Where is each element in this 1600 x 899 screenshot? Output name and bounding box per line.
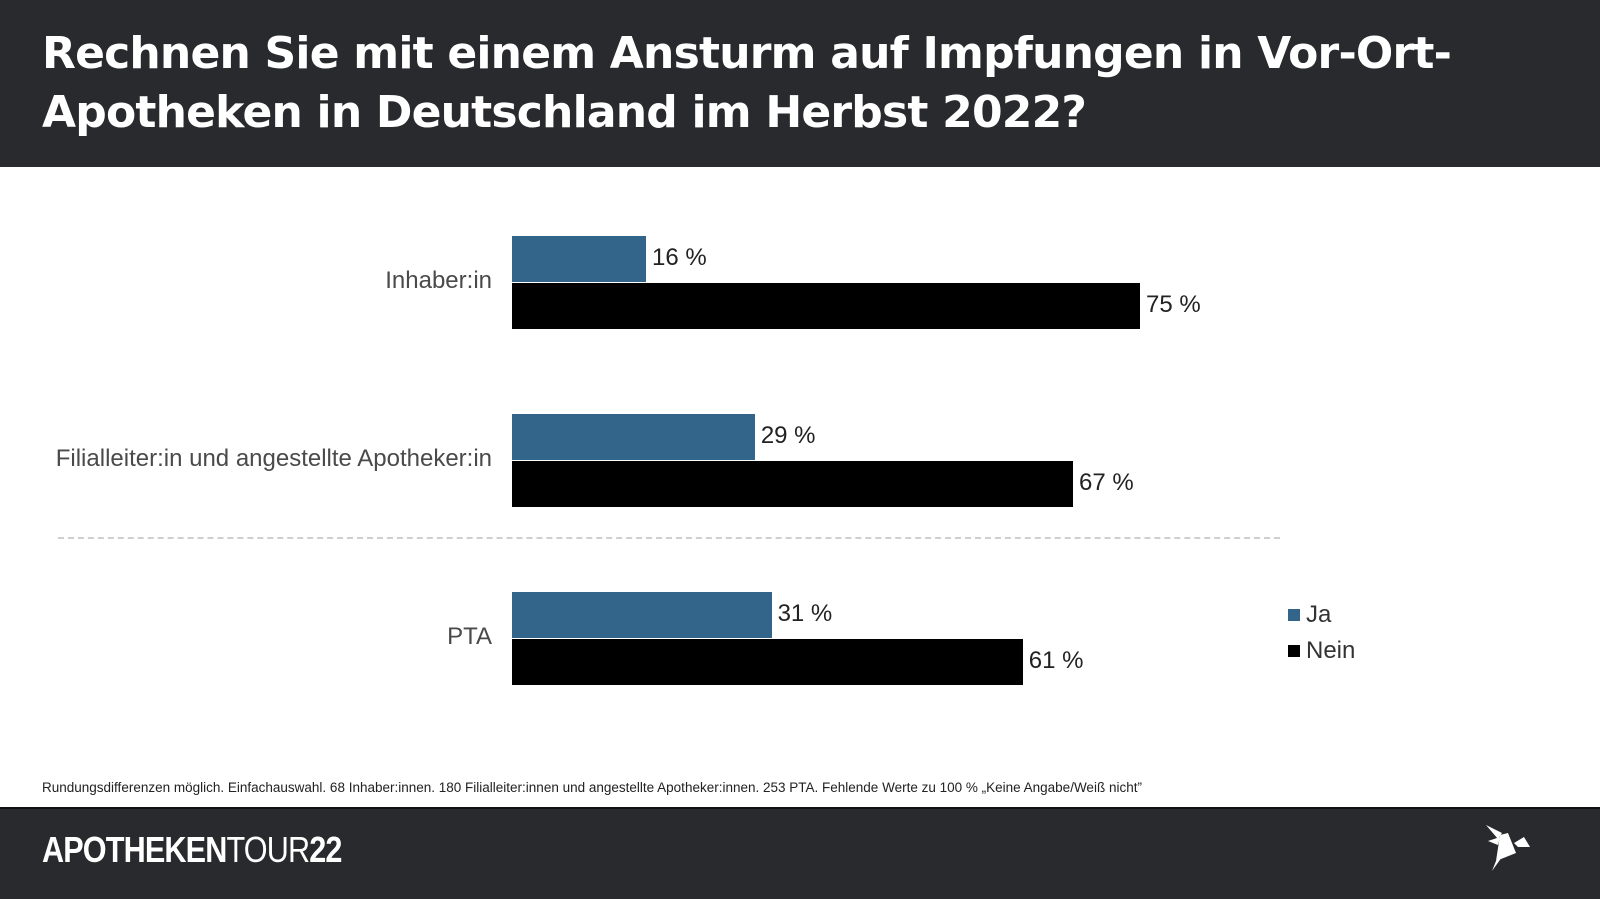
group-divider: [58, 537, 1280, 539]
bar-chart: Inhaber:in 16 % 75 % Filialleiter:in und an…: [0, 167, 1600, 807]
legend-swatch-ja: [1288, 609, 1300, 621]
bar-ja: [512, 414, 755, 460]
category-label: Filialleiter:in und angestellte Apotheke…: [55, 445, 492, 472]
brand-bold: APOTHEKEN: [42, 829, 227, 870]
header-banner: Rechnen Sie mit einem Ansturm auf Impfun…: [0, 0, 1600, 167]
legend-label-nein: Nein: [1306, 637, 1356, 664]
data-label: 29 %: [760, 422, 816, 449]
data-label: 16 %: [651, 244, 707, 271]
category-label: PTA: [447, 623, 492, 650]
data-label: 75 %: [1146, 291, 1201, 318]
legend-item-ja: Ja: [1288, 597, 1355, 633]
bar-ja: [512, 592, 772, 638]
brand-logo-text: APOTHEKENTOUR22: [42, 829, 342, 871]
footnote: Rundungsdifferenzen möglich. Einfachausw…: [42, 780, 1142, 795]
bar-ja: [512, 236, 646, 282]
data-label: 67 %: [1079, 469, 1134, 496]
category-label: Inhaber:in: [385, 267, 492, 294]
legend: Ja Nein: [1288, 597, 1355, 669]
brand-light: TOUR: [226, 829, 310, 870]
footer-bar: APOTHEKENTOUR22: [0, 807, 1600, 899]
data-label: 31 %: [777, 600, 833, 627]
bar-nein: [512, 283, 1140, 329]
brand-year: 22: [309, 829, 342, 870]
legend-item-nein: Nein: [1288, 633, 1355, 669]
origami-bird-icon: [1486, 825, 1530, 871]
data-label: 61 %: [1028, 647, 1084, 674]
bar-nein: [512, 639, 1023, 685]
bar-nein: [512, 461, 1073, 507]
chart-title: Rechnen Sie mit einem Ansturm auf Impfun…: [42, 28, 1452, 138]
legend-swatch-nein: [1288, 645, 1300, 657]
legend-label-ja: Ja: [1306, 601, 1332, 628]
